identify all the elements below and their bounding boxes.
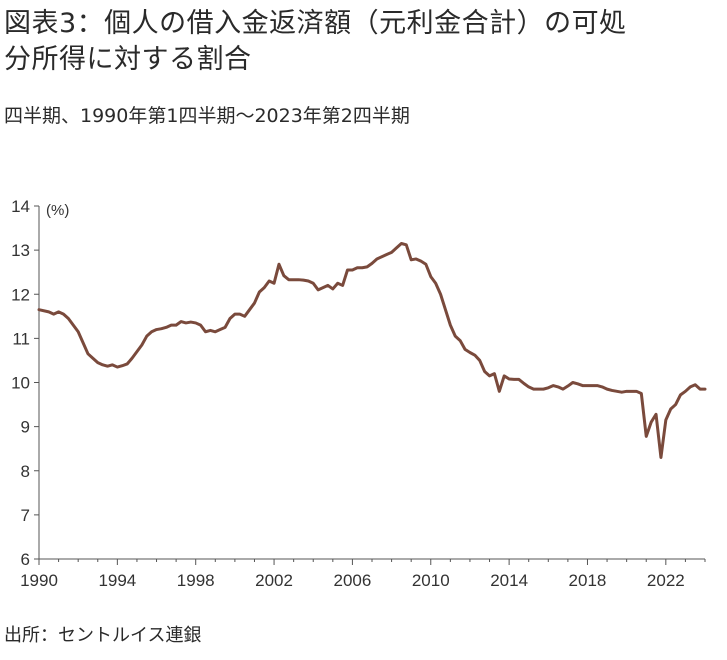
x-tick-label: 2006: [333, 571, 371, 590]
chart-ticks: 6 7 8 9 10 11 12 13 14 1990 1994 1998 2002 2006 2010 20…: [11, 197, 706, 590]
y-tick-label: 12: [11, 285, 30, 304]
y-tick-label: 7: [21, 506, 30, 525]
x-tick-label: 2022: [647, 571, 685, 590]
chart-subtitle: 四半期、1990年第1四半期～2023年第2四半期: [4, 105, 410, 127]
chart-title-line-2: 分所得に対する割合: [4, 44, 252, 75]
chart-title: 図表3：個人の借入金返済額（元利金合計）の可処 分所得に対する割合: [4, 6, 627, 78]
series-line: [37, 242, 707, 460]
x-tick-label: 2010: [412, 571, 450, 590]
x-tick-label: 1998: [177, 571, 215, 590]
y-tick-label: 9: [21, 418, 30, 437]
chart-title-line-1: 図表3：個人の借入金返済額（元利金合計）の可処: [4, 8, 627, 39]
x-tick-label: 2014: [490, 571, 528, 590]
x-tick-label: 1994: [98, 571, 136, 590]
y-unit-label: (%): [46, 202, 69, 219]
chart-axes: [38, 206, 705, 560]
y-tick-label: 11: [12, 329, 30, 348]
x-tick-label: 2018: [569, 571, 607, 590]
x-tick-label: 2002: [255, 571, 293, 590]
y-tick-label: 13: [11, 241, 30, 260]
y-tick-label: 6: [21, 550, 30, 569]
line-chart: 6 7 8 9 10 11 12 13 14 1990 1994 1998 2002 2006 2010 20…: [11, 197, 707, 590]
x-tick-label: 1990: [20, 571, 58, 590]
chart-plot-area: [37, 242, 707, 460]
y-tick-label: 10: [11, 374, 30, 393]
source-note: 出所：セントルイス連銀: [4, 625, 202, 646]
y-tick-label: 8: [21, 462, 30, 481]
y-tick-label: 14: [11, 197, 30, 216]
